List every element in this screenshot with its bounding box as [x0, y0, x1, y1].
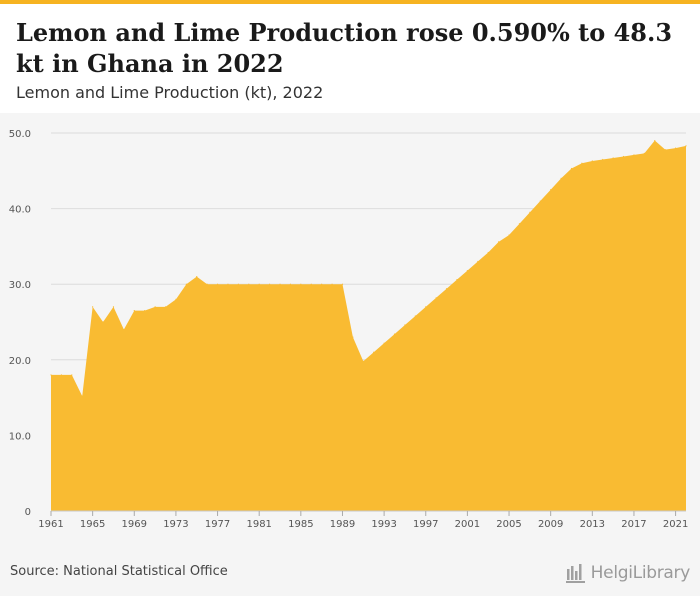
x-axis-ticks: 1961 1965 1969 1973 1977 1981 1985 1989 1993 1997…: [38, 510, 688, 530]
data-point: [196, 276, 198, 278]
chart-header: Lemon and Lime Production rose 0.590% to…: [0, 4, 700, 113]
y-tick-label: 40.0: [9, 205, 31, 216]
y-tick-label: 0: [25, 507, 31, 518]
data-point: [237, 283, 239, 285]
data-point: [123, 328, 125, 331]
data-point: [341, 283, 344, 285]
data-point: [498, 241, 500, 243]
y-tick-label: 20.0: [9, 356, 31, 367]
data-point: [227, 283, 229, 285]
data-point: [102, 321, 104, 323]
data-point: [133, 310, 135, 312]
data-point: [373, 351, 375, 353]
data-point: [393, 333, 396, 335]
data-point: [456, 279, 458, 281]
x-tick-label: 1989: [330, 519, 355, 530]
data-point: [404, 324, 406, 326]
x-tick-label: 1969: [122, 519, 147, 530]
data-point: [508, 234, 510, 236]
data-point: [144, 310, 146, 312]
production-area: [51, 140, 686, 511]
data-point: [154, 306, 156, 308]
area-chart: 010.020.030.040.050.0 1961 1965 1969 1973 19…: [9, 129, 689, 530]
data-point: [279, 283, 281, 285]
data-point: [643, 152, 645, 155]
accent-top-bar: [0, 0, 700, 4]
data-point: [206, 283, 208, 285]
y-tick-label: 50.0: [9, 129, 31, 140]
data-point: [445, 288, 448, 290]
x-tick-label: 1997: [413, 519, 438, 530]
data-point: [414, 315, 416, 317]
data-point: [622, 155, 625, 158]
data-point: [487, 251, 489, 254]
data-point: [60, 374, 63, 376]
data-point: [529, 211, 531, 213]
data-point: [269, 283, 271, 285]
data-point: [383, 342, 385, 344]
x-tick-label: 2001: [455, 519, 480, 530]
data-point: [435, 297, 437, 299]
data-point: [258, 283, 260, 285]
data-point: [92, 306, 94, 308]
data-point: [362, 360, 364, 362]
data-point: [310, 283, 312, 285]
data-point: [560, 177, 562, 179]
data-point: [674, 147, 677, 149]
x-tick-label: 1993: [371, 519, 396, 530]
x-tick-label: 2009: [538, 519, 563, 530]
data-point: [685, 145, 687, 147]
data-point: [81, 395, 83, 397]
data-point: [248, 283, 250, 285]
data-point: [321, 283, 323, 285]
data-point: [602, 158, 604, 161]
data-point: [477, 260, 479, 263]
x-tick-label: 1965: [80, 519, 105, 530]
data-point: [50, 374, 52, 376]
x-tick-label: 2017: [621, 519, 646, 530]
library-icon: [565, 564, 585, 583]
x-tick-label: 1961: [38, 519, 63, 530]
data-point: [518, 223, 521, 225]
data-point: [289, 283, 292, 285]
data-point: [112, 306, 115, 308]
data-point: [425, 306, 427, 308]
y-tick-label: 10.0: [9, 431, 31, 442]
y-tick-label: 30.0: [9, 280, 31, 291]
data-point: [581, 162, 583, 164]
chart-footer: Source: National Statistical Office Helg…: [0, 550, 700, 596]
x-tick-label: 1981: [246, 519, 271, 530]
data-point: [71, 374, 73, 376]
data-point: [550, 189, 552, 191]
data-point: [466, 269, 468, 272]
x-tick-label: 1977: [205, 519, 230, 530]
data-point: [164, 306, 167, 308]
brand-logo: HelgiLibrary: [565, 560, 690, 586]
data-point: [216, 283, 219, 285]
data-point: [300, 283, 302, 285]
data-point: [664, 149, 666, 151]
data-point: [175, 298, 177, 300]
area-series: [50, 139, 687, 511]
y-axis-ticks: 0 10.0 20.0 30.0 40.0 50.0: [9, 129, 31, 518]
source-note: Source: National Statistical Office: [10, 564, 228, 579]
chart-subtitle: Lemon and Lime Production (kt), 2022: [16, 83, 324, 102]
data-point: [570, 167, 573, 170]
data-point: [352, 336, 354, 338]
x-tick-label: 2021: [663, 519, 688, 530]
data-point: [591, 160, 593, 162]
x-tick-label: 1973: [163, 519, 188, 530]
data-point: [539, 200, 541, 202]
data-point: [185, 283, 187, 285]
x-tick-label: 2013: [580, 519, 605, 530]
data-point: [633, 154, 635, 156]
brand-name: HelgiLibrary: [590, 563, 691, 583]
chart-title: Lemon and Lime Production rose 0.590% to…: [16, 18, 673, 78]
data-point: [654, 139, 656, 142]
x-tick-label: 1985: [288, 519, 313, 530]
x-tick-label: 2005: [496, 519, 521, 530]
data-point: [331, 283, 333, 285]
data-point: [612, 157, 614, 159]
